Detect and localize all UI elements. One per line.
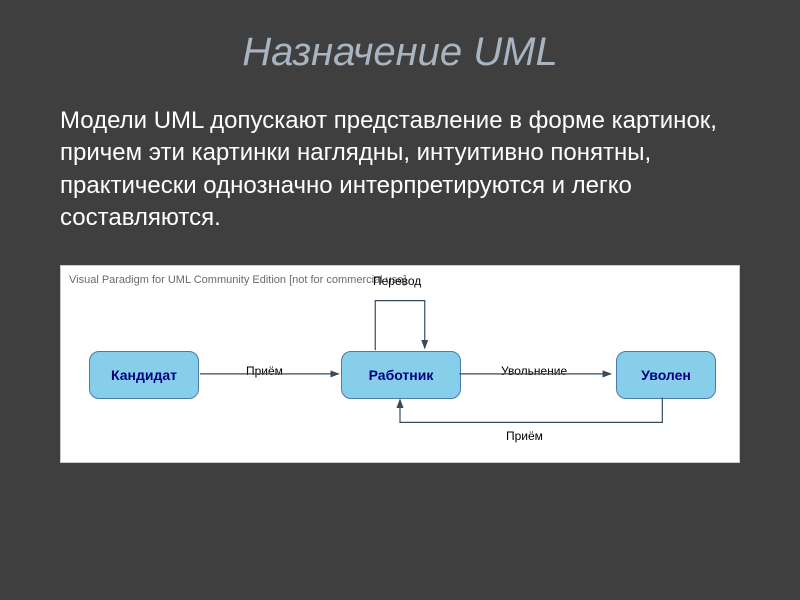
edge-label-transfer: Перевод: [373, 274, 421, 288]
node-candidate: Кандидат: [89, 351, 199, 399]
node-label: Кандидат: [111, 367, 177, 383]
node-label: Уволен: [641, 367, 691, 383]
edge-label-hire1: Приём: [246, 364, 283, 378]
slide-body: Модели UML допускают представление в фор…: [60, 105, 740, 235]
slide-title: Назначение UML: [60, 30, 740, 75]
watermark-text: Visual Paradigm for UML Community Editio…: [69, 274, 406, 286]
slide: Назначение UML Модели UML допускают пред…: [0, 0, 800, 600]
uml-diagram: Visual Paradigm for UML Community Editio…: [60, 265, 740, 463]
edge-label-hire2: Приём: [506, 429, 543, 443]
node-worker: Работник: [341, 351, 461, 399]
node-fired: Уволен: [616, 351, 716, 399]
node-label: Работник: [369, 367, 434, 383]
edge-label-fire: Увольнение: [501, 364, 567, 378]
